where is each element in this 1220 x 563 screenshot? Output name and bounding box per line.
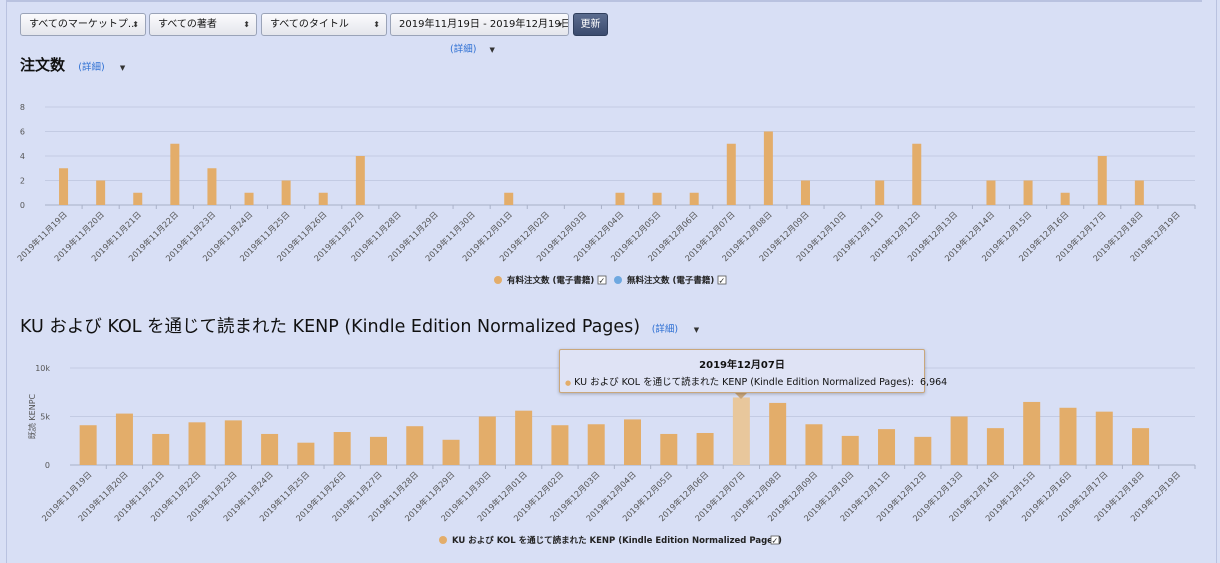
legend-checkbox [770,535,780,545]
bar [333,432,351,465]
bar [878,429,896,465]
bar [1023,401,1041,465]
marketplace-select-value: すべてのマーケットプ... [29,19,138,30]
marketplace-select[interactable]: すべてのマーケットプ... ⬍ [20,13,146,36]
y-tick-label: 10k [35,364,50,373]
bar [587,424,605,465]
bar [369,436,387,465]
title-select[interactable]: すべてのタイトル ⬍ [261,13,387,36]
bar [1132,428,1150,465]
y-axis-label: 既読 KENPC [27,393,37,439]
tooltip-value: 6,964 [920,377,948,388]
bar [841,435,859,465]
bar [224,420,242,465]
legend-marker [439,536,447,544]
bar [406,426,424,465]
bar [442,439,460,465]
check-icon: ✓ [772,537,779,546]
bar [297,442,315,465]
date-range-value: 2019年11月19日 - 2019年12月19日 [399,19,569,30]
bar [696,432,714,465]
y-tick-label: 0 [45,461,50,470]
bar [1059,407,1077,465]
kenp-heading: KU および KOL を通じて読まれた KENP (Kindle Edition… [20,313,699,338]
tooltip-label: KU および KOL を通じて読まれた KENP (Kindle Edition… [574,377,914,388]
bar [914,436,932,465]
tooltip-date: 2019年12月07日 [699,360,785,371]
frame-right-border [1216,0,1217,563]
tooltip-row: ● KU および KOL を通じて読まれた KENP (Kindle Editi… [565,374,947,388]
bar [478,416,496,465]
bar [986,428,1004,465]
refresh-button[interactable]: 更新 [573,13,608,36]
bar [624,419,641,465]
tooltip-pointer [735,393,747,399]
bar [79,425,97,465]
author-select-value: すべての著者 [158,19,217,30]
bar [515,410,533,465]
kenp-title: KU および KOL を通じて読まれた KENP (Kindle Edition… [20,317,641,337]
tooltip-marker-icon: ● [565,379,572,387]
chevron-down-icon: ▾ [557,20,562,29]
bar [261,433,279,465]
chart-tooltip: 2019年12月07日 ● KU および KOL を通じて読まれた KENP (… [559,349,947,393]
legend-label: KU および KOL を通じて読まれた KENP (Kindle Edition… [452,535,782,546]
bar [152,433,170,465]
caret-down-icon[interactable]: ▼ [119,64,126,72]
bar [115,413,133,465]
updown-arrows-icon: ⬍ [373,20,380,29]
title-select-value: すべてのタイトル [270,19,349,30]
filter-detail: (詳細) ▼ [450,37,495,56]
filter-detail-link[interactable]: (詳細) [450,44,477,55]
bar [769,402,787,465]
bar [805,424,823,465]
caret-down-icon[interactable]: ▼ [489,46,495,54]
orders-heading: 注文数 (詳細) ▼ [20,54,125,75]
orders-title: 注文数 [20,56,66,74]
bar [188,422,206,465]
frame-top-border [6,0,1202,2]
updown-arrows-icon: ⬍ [243,20,250,29]
caret-down-icon[interactable]: ▼ [693,326,700,334]
bar [1095,411,1113,465]
bar [950,416,968,465]
orders-detail-link[interactable]: (詳細) [78,62,105,73]
updown-arrows-icon: ⬍ [132,20,139,29]
bar [660,433,678,465]
author-select[interactable]: すべての著者 ⬍ [149,13,257,36]
y-tick-label: 5k [40,413,50,422]
bar [732,397,750,465]
frame-left-border [6,0,7,563]
bar [551,425,569,465]
date-range-picker[interactable]: 2019年11月19日 - 2019年12月19日 ▾ [390,13,569,36]
kenp-detail-link[interactable]: (詳細) [651,324,679,335]
